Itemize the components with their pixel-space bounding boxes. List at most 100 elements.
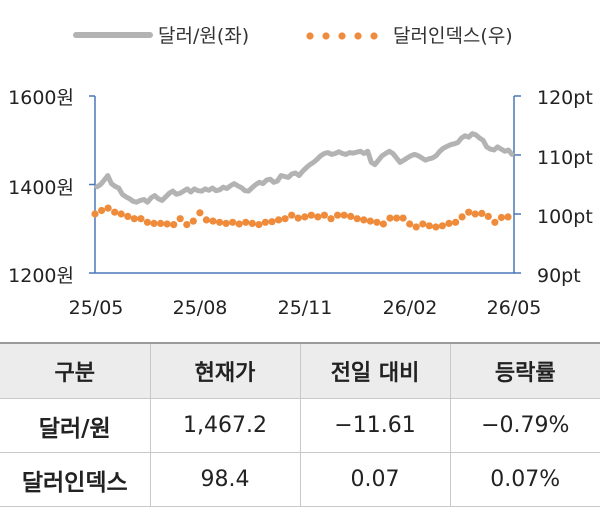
- dxy-point: [255, 221, 263, 229]
- cell-change-rate: 0.07%: [449, 452, 600, 507]
- fx-chart: 달러/원(좌) 달러인덱스(우) 1600원 1400원 1200원 120pt…: [8, 25, 593, 319]
- legend-krw-label: 달러/원(좌): [158, 25, 249, 47]
- dxy-point: [183, 221, 191, 229]
- dxy-point: [320, 211, 328, 219]
- dxy-point: [242, 218, 250, 226]
- dxy-point: [419, 220, 427, 228]
- dxy-point: [373, 218, 381, 226]
- dxy-point: [189, 217, 197, 225]
- y-right-tick-label: 90pt: [537, 265, 581, 287]
- dxy-point: [386, 214, 394, 222]
- dxy-point: [117, 210, 125, 218]
- series-krw: [94, 131, 515, 205]
- row-label: 달러/원: [0, 398, 150, 453]
- cell-day-change: 0.07: [299, 452, 450, 507]
- dxy-point: [412, 223, 420, 231]
- dxy-point: [379, 220, 387, 228]
- dxy-point: [340, 211, 348, 219]
- dxy-point: [307, 211, 315, 219]
- dxy-point: [163, 220, 171, 228]
- dxy-point: [491, 218, 499, 226]
- x-tick-label: 25/08: [173, 297, 228, 319]
- dxy-point: [288, 211, 296, 219]
- x-tick-label: 26/05: [487, 297, 542, 319]
- dxy-point: [366, 217, 374, 225]
- dxy-point: [301, 213, 309, 221]
- y-left-tick-label: 1200원: [8, 265, 74, 287]
- dxy-point: [458, 213, 466, 221]
- dxy-point: [353, 215, 361, 223]
- dxy-point: [222, 219, 230, 227]
- dxy-point: [143, 218, 151, 226]
- dxy-point: [268, 218, 276, 226]
- x-tick-label: 25/05: [69, 297, 124, 319]
- cell-change-rate: −0.79%: [449, 398, 600, 453]
- dxy-point: [432, 223, 440, 231]
- dxy-point: [452, 218, 460, 226]
- dxy-point: [209, 217, 217, 225]
- dxy-point: [334, 211, 342, 219]
- right-axis: [513, 95, 521, 274]
- dxy-point: [478, 209, 486, 217]
- header-current-price: 현재가: [149, 342, 300, 399]
- legend-dxy-dot: [338, 32, 346, 40]
- legend: 달러/원(좌) 달러인덱스(우): [73, 25, 513, 47]
- dxy-point: [406, 220, 414, 228]
- dxy-point: [360, 216, 368, 224]
- header-day-change: 전일 대비: [299, 342, 450, 399]
- dxy-point: [91, 210, 99, 218]
- header-change-rate: 등락률: [449, 342, 600, 399]
- dxy-point: [261, 218, 269, 226]
- dxy-point: [130, 215, 138, 223]
- krw-line: [94, 131, 515, 205]
- y-left-tick-label: 1400원: [8, 177, 74, 199]
- table-row: 달러인덱스 98.4 0.07 0.07%: [0, 452, 600, 507]
- table-row: 달러/원 1,467.2 −11.61 −0.79%: [0, 398, 600, 453]
- y-left-tick-label: 1600원: [8, 87, 74, 109]
- dxy-point: [98, 206, 106, 215]
- legend-dxy-swatch: [306, 32, 378, 40]
- dxy-point: [248, 219, 256, 227]
- dxy-point: [137, 215, 145, 223]
- dxy-point: [399, 214, 407, 222]
- legend-dxy-dot: [322, 32, 330, 40]
- dxy-point: [314, 213, 322, 221]
- cell-day-change: −11.61: [299, 398, 450, 453]
- dxy-point: [275, 216, 283, 224]
- dxy-point: [104, 204, 112, 212]
- series-dxy: [91, 204, 512, 231]
- fx-summary-table: 구분 현재가 전일 대비 등락률 달러/원 1,467.2 −11.61 −0.…: [0, 342, 600, 507]
- cell-current-price: 1,467.2: [149, 398, 300, 453]
- dxy-point: [294, 214, 302, 222]
- cell-current-price: 98.4: [149, 452, 300, 507]
- dxy-point: [327, 215, 335, 223]
- header-category: 구분: [0, 342, 150, 399]
- dxy-point: [438, 222, 446, 230]
- legend-dxy-dot: [354, 32, 362, 40]
- x-tick-label: 25/11: [278, 297, 333, 319]
- dxy-point: [216, 218, 224, 226]
- dxy-point: [504, 213, 512, 221]
- row-label: 달러인덱스: [0, 452, 150, 507]
- dxy-point: [471, 210, 479, 218]
- legend-dxy-label: 달러인덱스(우): [393, 25, 513, 47]
- dxy-point: [150, 219, 158, 227]
- dxy-point: [425, 222, 433, 230]
- table-header-row: 구분 현재가 전일 대비 등락률: [0, 342, 600, 399]
- dxy-point: [445, 219, 453, 227]
- dxy-point: [465, 208, 473, 216]
- legend-dxy-dot: [306, 32, 314, 40]
- dxy-point: [484, 212, 492, 220]
- dxy-point: [202, 216, 210, 224]
- dxy-point: [124, 212, 132, 220]
- legend-dxy-dot: [370, 32, 378, 40]
- y-right-tick-label: 100pt: [537, 206, 593, 228]
- dxy-point: [497, 213, 505, 222]
- x-tick-label: 26/02: [383, 297, 438, 319]
- dxy-point: [176, 215, 184, 223]
- dxy-point: [347, 212, 355, 220]
- dxy-point: [393, 214, 401, 222]
- y-right-tick-label: 120pt: [537, 87, 593, 109]
- dxy-point: [170, 221, 178, 229]
- dxy-point: [235, 220, 243, 228]
